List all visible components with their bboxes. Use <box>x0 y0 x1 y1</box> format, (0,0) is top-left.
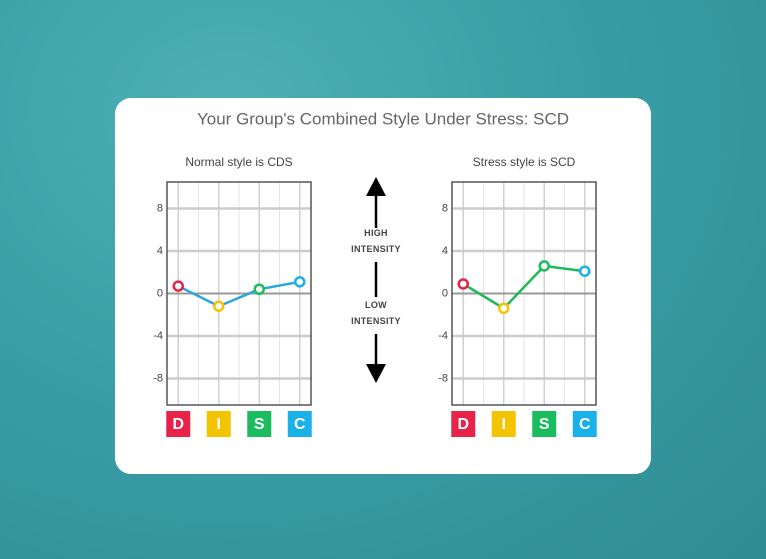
category-label: S <box>254 416 265 433</box>
y-tick-label: 8 <box>157 202 163 214</box>
category-label: D <box>172 416 184 433</box>
chart-title: Stress style is SCD <box>473 155 576 169</box>
high-arrow <box>366 177 386 383</box>
y-tick-label: 8 <box>442 202 448 214</box>
point <box>457 278 469 290</box>
y-tick-label: 0 <box>157 287 163 299</box>
category-label: D <box>457 416 469 433</box>
card-title: Your Group's Combined Style Under Stress… <box>197 109 569 128</box>
category-box <box>491 411 516 437</box>
category-label: C <box>294 416 306 433</box>
chart-title: Normal style is CDS <box>185 155 292 169</box>
category-label: S <box>539 416 550 433</box>
plot-frame <box>166 181 312 406</box>
low-intensity-label: LOW INTENSITY <box>351 300 401 326</box>
point <box>538 260 550 272</box>
category-label: C <box>579 416 591 433</box>
line <box>177 280 300 308</box>
y-tick-label: -4 <box>438 330 448 342</box>
y-tick-label: 4 <box>157 245 163 257</box>
category-box <box>532 411 557 437</box>
point <box>498 302 510 315</box>
y-tick-label: -4 <box>153 330 163 342</box>
category-box <box>206 411 231 437</box>
point <box>294 276 306 288</box>
point <box>579 265 591 277</box>
category-box <box>451 411 476 437</box>
category-box <box>287 411 312 437</box>
y-tick-label: -8 <box>153 372 163 384</box>
high-intensity-label: HIGH INTENSITY <box>351 228 401 254</box>
y-tick-label: 0 <box>442 287 448 299</box>
line <box>462 264 585 310</box>
y-tick-label: 4 <box>442 245 448 257</box>
point <box>253 283 265 296</box>
plot-frame <box>451 181 597 406</box>
category-box <box>247 411 272 437</box>
y-tick-label: -8 <box>438 372 448 384</box>
category-box <box>572 411 597 437</box>
point <box>172 280 184 292</box>
point <box>213 300 225 312</box>
category-label: I <box>502 416 506 433</box>
category-box <box>166 411 191 437</box>
category-label: I <box>217 416 221 433</box>
